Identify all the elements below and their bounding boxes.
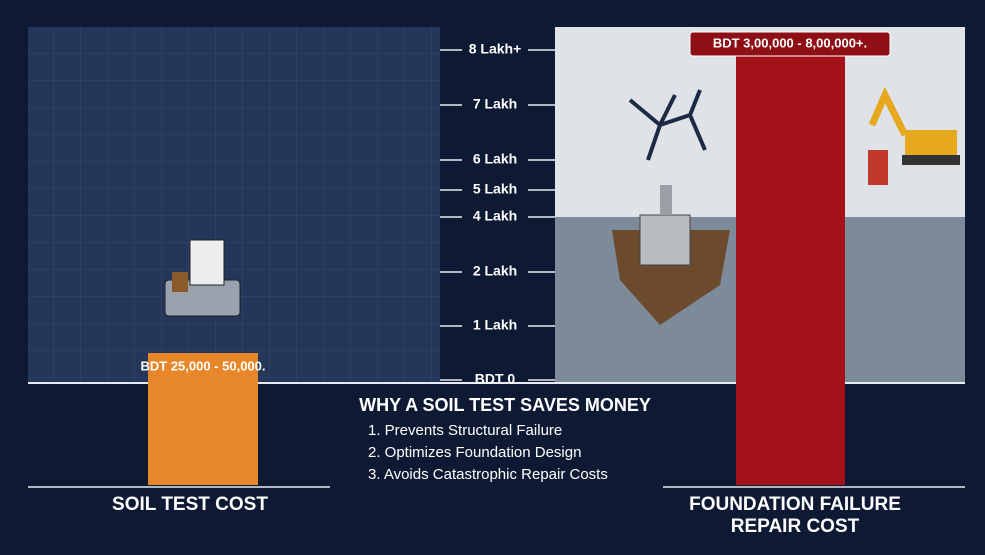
notes-title: WHY A SOIL TEST SAVES MONEY bbox=[359, 395, 651, 415]
note-item: 2. Optimizes Foundation Design bbox=[368, 444, 581, 461]
y-tick-label: 7 Lakh bbox=[473, 96, 517, 112]
category-label: FOUNDATION FAILURE REPAIR COST bbox=[689, 494, 901, 537]
y-tick-label: 1 Lakh bbox=[473, 317, 517, 333]
bar bbox=[736, 50, 845, 485]
crack-icon bbox=[628, 89, 707, 161]
y-tick-label: 6 Lakh bbox=[473, 151, 517, 167]
y-tick-label: BDT 0 bbox=[475, 371, 516, 387]
note-item: 1. Prevents Structural Failure bbox=[368, 422, 562, 439]
y-tick-label: 5 Lakh bbox=[473, 181, 517, 197]
y-tick-label: 8 Lakh+ bbox=[469, 41, 522, 57]
sinking-foundation-icon bbox=[612, 185, 730, 325]
left-grid bbox=[28, 27, 440, 383]
note-item: 3. Avoids Catastrophic Repair Costs bbox=[368, 466, 608, 483]
bar bbox=[148, 353, 258, 485]
value-label-box bbox=[689, 31, 891, 57]
category-label: SOIL TEST COST bbox=[112, 494, 268, 515]
y-tick-label: 2 Lakh bbox=[473, 263, 517, 279]
excavator-icon bbox=[868, 86, 960, 185]
value-label: BDT 3,00,000 - 8,00,000+. bbox=[713, 35, 867, 50]
toolkit-icon bbox=[164, 239, 241, 317]
value-label: BDT 25,000 - 50,000. bbox=[140, 358, 265, 373]
y-tick-label: 4 Lakh bbox=[473, 208, 517, 224]
